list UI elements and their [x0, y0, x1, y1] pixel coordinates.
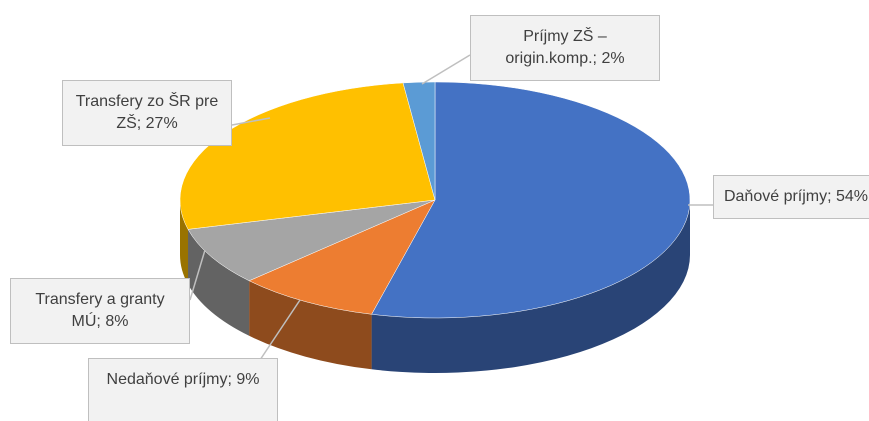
- data-label: Daňové príjmy; 54%: [713, 175, 869, 219]
- leader-line: [231, 117, 271, 126]
- leader-line: [421, 54, 471, 85]
- data-label: Transfery zo ŠR pre ZŠ; 27%: [62, 80, 232, 146]
- pie-slice: [248, 199, 436, 315]
- pie-side: [371, 200, 690, 374]
- data-label: Nedaňové príjmy; 9%: [88, 358, 278, 421]
- pie-slice: [371, 81, 691, 319]
- data-label: Transfery a granty MÚ; 8%: [10, 278, 190, 344]
- leader-line: [189, 249, 206, 301]
- pie-side: [249, 280, 372, 370]
- pie-side: [180, 200, 189, 285]
- pie-tops: [179, 81, 691, 319]
- pie-slice: [402, 81, 436, 201]
- leader-line: [259, 299, 301, 361]
- pie-slice: [187, 199, 436, 282]
- data-label: Príjmy ZŠ – origin.komp.; 2%: [470, 15, 660, 81]
